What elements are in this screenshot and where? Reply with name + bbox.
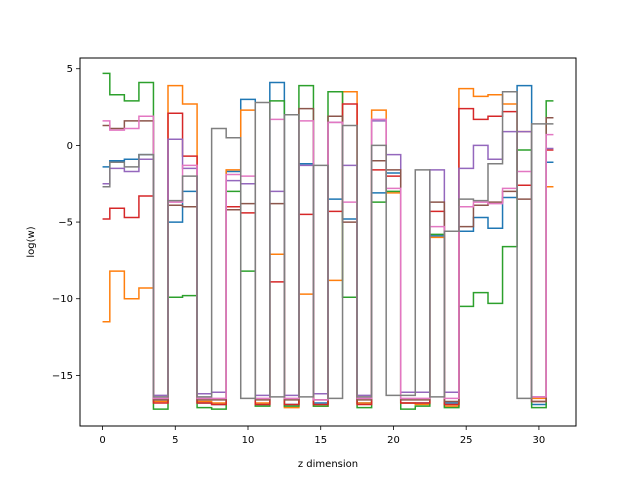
y-axis: 5 0 −5 −10 −15 bbox=[52, 64, 80, 382]
plot-frame bbox=[79, 57, 577, 427]
x-axis: 0 5 10 15 20 25 30 bbox=[99, 426, 545, 446]
x-tick-label: 5 bbox=[172, 435, 178, 446]
series-line-8 bbox=[102, 90, 554, 400]
y-tick-label: −5 bbox=[58, 218, 73, 229]
y-axis-label: log(w) bbox=[26, 226, 37, 257]
x-tick-label: 25 bbox=[460, 435, 473, 446]
x-axis-label: z dimension bbox=[298, 459, 358, 470]
series-line-4 bbox=[102, 103, 554, 406]
y-tick-label: −15 bbox=[52, 371, 73, 382]
series-line-6 bbox=[102, 107, 554, 403]
x-tick-label: 15 bbox=[314, 435, 327, 446]
series-line-5 bbox=[102, 120, 554, 398]
y-tick-label: −10 bbox=[52, 294, 73, 305]
x-tick-label: 0 bbox=[99, 435, 105, 446]
y-tick-label: 0 bbox=[67, 141, 73, 152]
x-tick-label: 20 bbox=[387, 435, 400, 446]
series-layer bbox=[102, 72, 554, 410]
y-tick-label: 5 bbox=[67, 64, 73, 75]
x-tick-label: 10 bbox=[242, 435, 255, 446]
x-tick-label: 30 bbox=[533, 435, 546, 446]
